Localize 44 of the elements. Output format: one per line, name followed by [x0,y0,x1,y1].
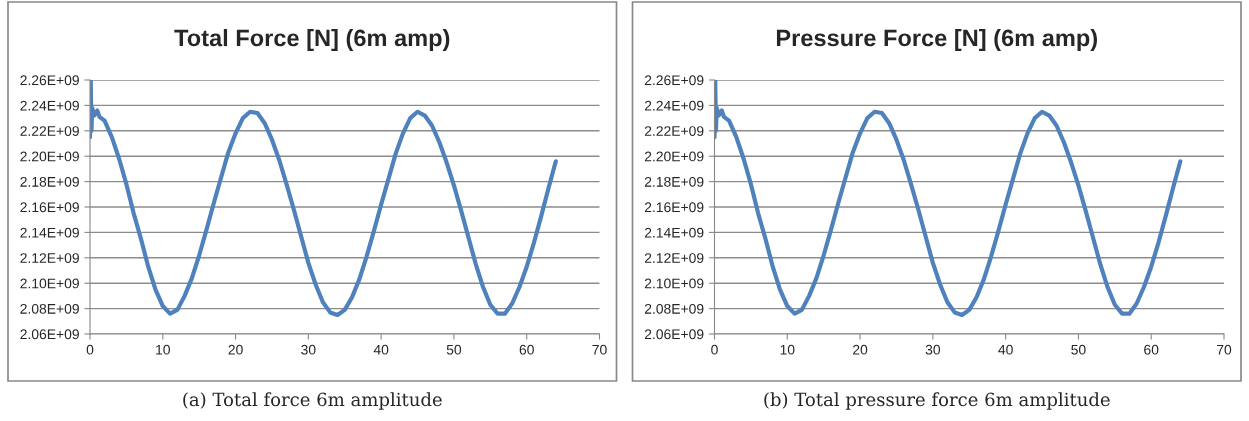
y-tick-label: 2.08E+09 [20,303,79,314]
x-tick-label: 20 [853,344,868,355]
chart-title: Pressure Force [N] (6m amp) [776,29,1097,52]
x-tick-label: 0 [711,344,718,355]
y-tick-label: 2.08E+09 [644,303,704,314]
y-tick-label: 2.18E+09 [20,176,79,187]
x-tick-label: 60 [1144,344,1159,355]
text: (a) Total force 6m amplitude [183,392,442,410]
x-tick-label: 30 [925,344,941,355]
y-tick-label: 2.20E+09 [644,151,704,162]
y-tick-label: 2.20E+09 [20,151,79,162]
y-tick-label: 2.06E+09 [644,329,704,340]
y-tick-label: 2.14E+09 [644,227,704,238]
y-tick-label: 2.24E+09 [20,100,79,111]
x-tick-label: 10 [156,344,170,355]
line-series [90,80,558,318]
x-tick-label: 50 [1071,344,1086,355]
y-tick-label: 2.26E+09 [20,75,79,86]
y-tick-label: 2.10E+09 [644,278,704,289]
y-tick-label: 2.24E+09 [644,100,704,111]
y-tick-label: 2.22E+09 [644,126,704,136]
x-tick-label: 40 [998,344,1013,355]
x-tick-label: 10 [780,344,795,355]
text: (b) Total pressure force 6m amplitude [764,392,1110,410]
y-tick-label: 2.26E+09 [644,75,704,86]
x-tick-label: 0 [86,344,94,355]
y-tick-label: 2.14E+09 [20,227,79,238]
x-tick-label: 70 [1216,344,1232,355]
x-tick-label: 20 [228,344,243,355]
y-tick-label: 2.18E+09 [644,176,704,187]
y-tick-label: 2.12E+09 [644,253,704,263]
chart-title: Total Force [N] (6m amp) [174,29,450,52]
y-tick-label: 2.12E+09 [20,253,79,263]
x-tick-label: 50 [446,344,462,355]
y-tick-label: 2.16E+09 [644,202,704,213]
line-series [714,80,1183,318]
x-tick-label: 70 [592,344,607,355]
y-tick-label: 2.16E+09 [20,202,79,213]
x-tick-label: 60 [519,344,534,355]
y-tick-label: 2.10E+09 [20,278,79,289]
y-tick-label: 2.06E+09 [20,329,79,340]
y-tick-label: 2.22E+09 [20,126,79,136]
x-tick-label: 40 [373,344,389,355]
x-tick-label: 30 [301,344,316,355]
